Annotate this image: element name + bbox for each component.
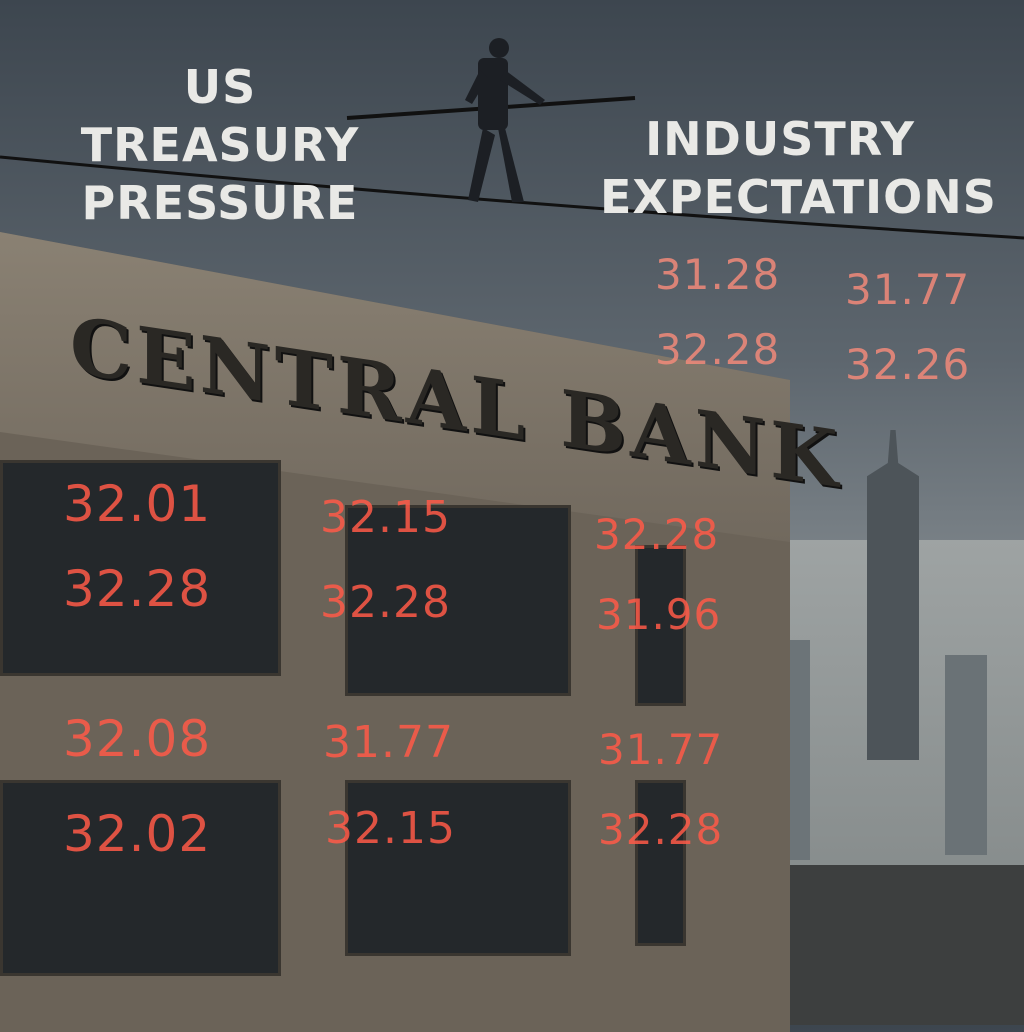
rate-value: 32.28 bbox=[320, 577, 451, 628]
window bbox=[635, 545, 686, 706]
rate-value: 32.15 bbox=[325, 803, 456, 854]
window bbox=[0, 460, 281, 676]
rate-value: 31.77 bbox=[598, 725, 724, 774]
window bbox=[0, 780, 281, 976]
rate-value: 32.26 bbox=[845, 340, 971, 389]
label-line: TREASURY bbox=[80, 118, 360, 172]
label-line: EXPECTATIONS bbox=[600, 170, 997, 224]
rate-value: 32.02 bbox=[63, 805, 212, 863]
us-treasury-pressure-label: US TREASURY PRESSURE bbox=[60, 58, 380, 232]
rate-value: 32.08 bbox=[63, 710, 212, 768]
tightrope-scene bbox=[0, 38, 1024, 240]
tightrope-walker bbox=[465, 38, 545, 202]
label-line: PRESSURE bbox=[81, 176, 359, 230]
rate-value: 32.28 bbox=[63, 560, 212, 618]
industry-expectations-label: INDUSTRY EXPECTATIONS bbox=[600, 110, 997, 226]
rate-value: 32.01 bbox=[63, 475, 212, 533]
rate-value: 31.77 bbox=[845, 265, 971, 314]
rate-value: 32.28 bbox=[598, 805, 724, 854]
label-line: INDUSTRY bbox=[645, 112, 915, 166]
tightrope bbox=[0, 155, 1024, 240]
skyscraper bbox=[867, 430, 919, 760]
window bbox=[345, 780, 571, 956]
rate-value: 32.28 bbox=[594, 510, 720, 559]
label-line: US bbox=[183, 60, 257, 114]
building-tower bbox=[945, 655, 987, 855]
rate-value: 32.28 bbox=[655, 325, 781, 374]
window bbox=[345, 505, 571, 696]
rate-value: 31.28 bbox=[655, 250, 781, 299]
rate-value: 31.77 bbox=[323, 717, 454, 768]
window bbox=[635, 780, 686, 946]
rate-value: 32.15 bbox=[320, 492, 451, 543]
rate-value: 31.96 bbox=[596, 590, 722, 639]
